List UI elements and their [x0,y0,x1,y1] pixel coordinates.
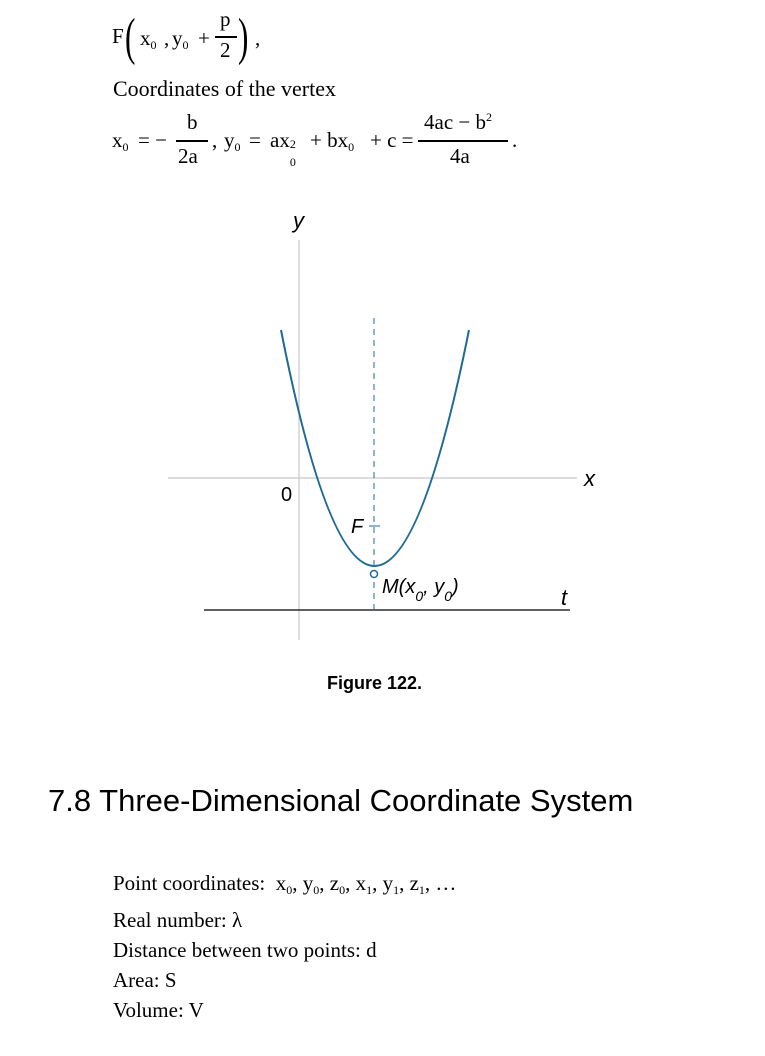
real-number-line: Real number: λ [113,908,243,932]
parabola-figure: y x 0 F M(x0, y0) t [168,208,596,640]
vertex-y0: y0 [224,128,241,154]
vertex-frac2-bar [418,140,508,142]
vertex-eq: = [249,128,261,152]
point-ellipsis: … [435,871,457,895]
focus-x0: x0 [140,26,157,52]
focus-label: F [351,516,365,538]
vertex-frac1-den: 2a [178,144,198,168]
point-y0: y0, [302,871,325,897]
focus-trail: , [255,26,261,50]
point-z1: z1, [409,871,431,897]
volume-line: Volume: V [113,998,204,1022]
origin-label: 0 [281,484,292,506]
vertex-frac1-num: b [187,110,198,134]
point-x0: x0, [275,871,298,897]
right-paren: ) [238,9,249,66]
focus-formula-lead: F [112,24,124,48]
vertex-formula: x0 = − b 2a , y0 = ax 2 0 + bx0 + c = 4ac … [112,110,552,172]
distance-line: Distance between two points: d [113,938,377,962]
figure-caption: Figure 122. [327,673,423,693]
focus-frac-num: p [220,7,231,31]
vertex-frac1-bar [176,140,208,142]
vertex-ax: ax 2 0 [270,128,296,169]
vertex-x0: x0 [112,128,129,154]
vertex-period: . [512,128,518,152]
section-heading: 7.8 Three-Dimensional Coordinate System [48,783,634,818]
vertex-frac2-den: 4a [450,144,470,168]
directrix-label: t [561,585,568,610]
point-coordinates-line: Point coordinates: x0, y0, z0, x1, y1, z… [113,871,457,897]
area-line: Area: S [113,968,177,992]
definitions: Point coordinates: x0, y0, z0, x1, y1, z… [113,868,733,1025]
focus-frac-bar [215,36,237,38]
vertex-frac2-num: 4ac − b2 [424,110,492,134]
vertex-label: M(x0, y0) [382,576,459,604]
focus-sep: , [164,26,170,50]
parabola-curve [280,329,470,567]
vertex-heading: Coordinates of the vertex [113,76,336,101]
vertex-point [369,569,379,579]
point-y1: y1, [382,871,405,897]
focus-y0: y0 [172,26,189,52]
left-paren: ( [125,9,136,66]
point-z0: z0, [329,871,351,897]
vertex-plus-bx: + bx0 [310,128,355,154]
focus-formula: F ( x0 , y0 + p 2 ) , [112,7,312,68]
y-axis-label: y [291,208,306,233]
vertex-comma: , [212,128,218,152]
vertex-eq-minus: = − [138,128,167,152]
focus-plus: + [198,26,210,50]
x-axis-label: x [583,466,596,491]
focus-frac-den: 2 [220,38,231,62]
point-x1: x1, [355,871,378,897]
vertex-plus-c: + c = [370,128,414,152]
